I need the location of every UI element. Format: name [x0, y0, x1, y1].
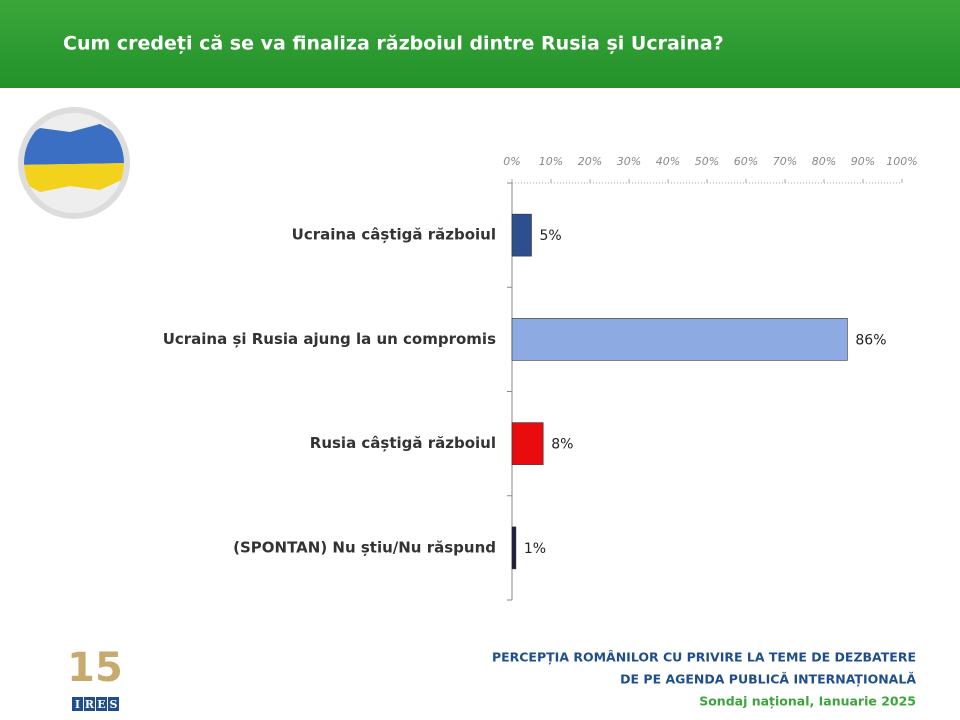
logo-number: 15 [67, 645, 123, 691]
bar [511, 422, 544, 465]
logo-letter: I [75, 698, 80, 711]
logo-letter: S [110, 698, 118, 711]
chart-title: Cum credeți că se va finaliza războiul d… [63, 33, 724, 55]
logo-letter: R [85, 698, 95, 711]
data-label: 8% [551, 437, 573, 453]
y-tick-label: Ucraina câștigă războiul [292, 226, 496, 244]
logo-box [96, 697, 107, 711]
logo-box [84, 697, 95, 711]
y-tick-label: (SPONTAN) Nu știu/Nu răspund [233, 538, 496, 556]
x-tick-label: 80% [812, 155, 836, 168]
x-tick-label: 100% [886, 155, 917, 168]
x-tick-label: 0% [503, 155, 520, 168]
bar [511, 318, 848, 361]
x-tick-label: 10% [539, 155, 563, 168]
data-label: 86% [855, 332, 886, 348]
x-tick-label: 20% [578, 155, 602, 168]
data-label: 1% [524, 541, 546, 557]
x-tick-label: 40% [656, 155, 680, 168]
footer-title: PERCEPȚIA ROMÂNILOR CU PRIVIRE LA TEME D… [492, 650, 916, 665]
data-label: 5% [540, 228, 562, 244]
footer-subtitle: Sondaj național, Ianuarie 2025 [699, 694, 916, 709]
bar [511, 526, 517, 570]
logo-box [72, 697, 83, 711]
x-tick-label: 70% [773, 155, 797, 168]
x-tick-label: 30% [617, 155, 641, 168]
x-tick-label: 90% [851, 155, 875, 168]
footer-title: DE PE AGENDA PUBLICĂ INTERNAȚIONALĂ [620, 672, 916, 687]
bar [511, 213, 532, 257]
logo-box [108, 697, 119, 711]
logo-letter: E [97, 698, 105, 711]
header-band [0, 0, 960, 88]
y-tick-label: Rusia câștigă războiul [310, 434, 496, 452]
ukraine-ball [18, 107, 130, 219]
x-tick-label: 50% [695, 155, 719, 168]
x-tick-label: 60% [734, 155, 758, 168]
y-tick-label: Ucraina și Rusia ajung la un compromis [163, 330, 496, 348]
